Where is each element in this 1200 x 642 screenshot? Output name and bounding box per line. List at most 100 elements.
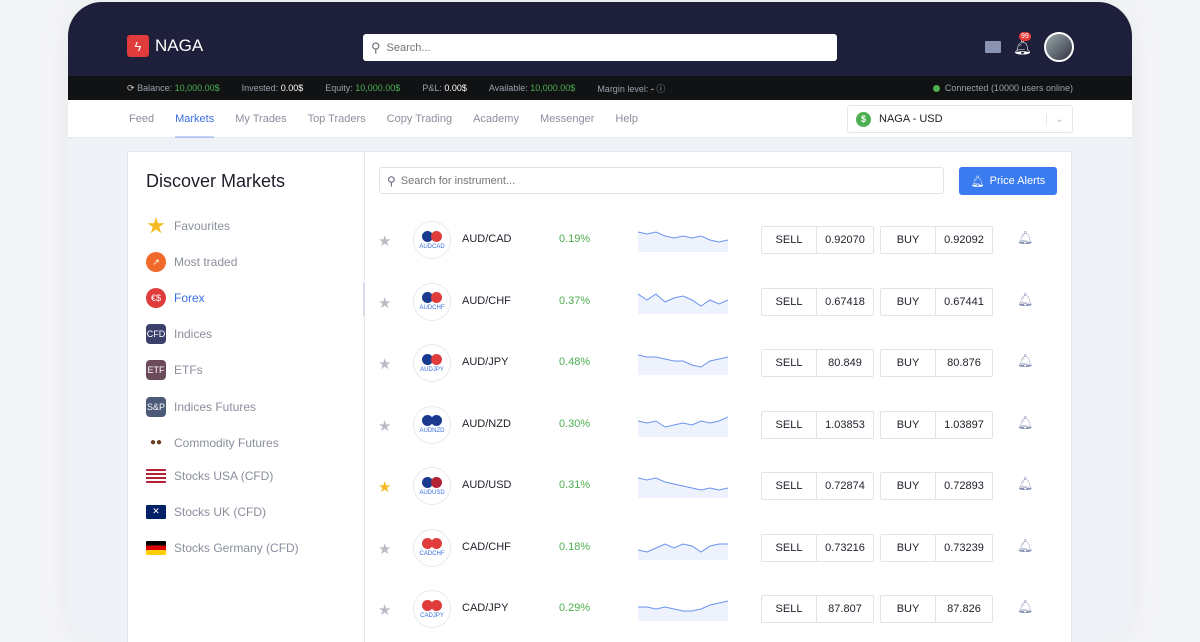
- price-alert-bell-icon[interactable]: 🔔︎: [1017, 353, 1034, 368]
- sell-button[interactable]: SELL 0.92070: [761, 226, 874, 254]
- mail-icon[interactable]: [984, 41, 1001, 53]
- instrument-name[interactable]: CAD/JPY: [462, 602, 509, 614]
- refresh-icon[interactable]: ⟳: [127, 82, 135, 93]
- buy-label: BUY: [881, 411, 936, 438]
- instrument-name[interactable]: AUD/USD: [462, 479, 512, 491]
- sidebar-item-stocks-germany-cfd[interactable]: Stocks Germany (CFD): [146, 540, 299, 555]
- sell-price: 0.73216: [825, 541, 865, 554]
- equity-value: 10,000.00$: [355, 83, 401, 93]
- sidebar-item-label: Most traded: [174, 255, 238, 270]
- sell-button[interactable]: SELL 0.73216: [761, 533, 874, 562]
- price-alert-bell-icon[interactable]: 🔔︎: [1017, 414, 1034, 430]
- instrument-flag-icon: AUDCHF: [413, 282, 451, 321]
- margin-value: -: [650, 83, 654, 94]
- markets-card: Discover Markets ★ Favourites ↗ Most traded…: [127, 151, 1072, 642]
- buy-button[interactable]: BUY 87.826: [880, 595, 993, 623]
- instrument-row[interactable]: ★ AUDJPY AUD/JPY 0.48% SELL 80.849 BUY 80.…: [365, 333, 1072, 394]
- favourite-star-icon[interactable]: ★: [378, 356, 392, 373]
- instrument-name[interactable]: AUD/JPY: [462, 356, 509, 368]
- instrument-row[interactable]: ★ CADCHF CAD/CHF 0.18% SELL 0.73216 BUY 0.…: [365, 518, 1072, 579]
- favourite-star-icon[interactable]: ★: [378, 479, 392, 496]
- connection-status: Connected (10000 users online): [944, 83, 1073, 93]
- buy-label: BUY: [881, 534, 936, 561]
- buy-label: BUY: [881, 596, 936, 622]
- sell-button[interactable]: SELL 0.67418: [761, 287, 874, 316]
- nav-tab-my-trades[interactable]: My Trades: [235, 112, 287, 125]
- sparkline-area: [638, 293, 728, 314]
- instrument-code: AUDCAD: [419, 243, 445, 250]
- sidebar-item-most-traded[interactable]: ↗ Most traded: [146, 252, 238, 273]
- favourite-star-icon[interactable]: ★: [378, 294, 392, 312]
- sidebar-item-etfs[interactable]: ETF ETFs: [146, 360, 203, 381]
- nav-tab-top-traders[interactable]: Top Traders: [307, 112, 366, 125]
- invested-label: Invested:: [241, 83, 279, 93]
- nav-tab-help[interactable]: Help: [615, 112, 638, 125]
- instrument-name[interactable]: AUD/NZD: [462, 417, 511, 430]
- price-alert-bell-icon[interactable]: 🔔︎: [1017, 476, 1034, 491]
- avatar[interactable]: [1044, 32, 1074, 62]
- sell-price: 0.92070: [825, 234, 865, 246]
- buy-button[interactable]: BUY 0.73239: [880, 533, 993, 562]
- sell-button[interactable]: SELL 80.849: [761, 349, 874, 377]
- search-icon: ⚲: [371, 39, 381, 55]
- price-alert-bell-icon[interactable]: 🔔︎: [1017, 230, 1034, 245]
- global-search[interactable]: ⚲: [363, 34, 837, 61]
- nav-tab-markets[interactable]: Markets: [175, 100, 215, 138]
- instrument-search-input[interactable]: [400, 174, 943, 187]
- buy-label: BUY: [881, 227, 936, 253]
- instrument-row[interactable]: ★ AUDCAD AUD/CAD 0.19% SELL 0.92070 BUY 0.…: [365, 210, 1072, 271]
- favourite-star-icon[interactable]: ★: [378, 417, 392, 435]
- sparkline-chart: [638, 542, 728, 560]
- sidebar-item-indices-futures[interactable]: S&P Indices Futures: [146, 396, 256, 417]
- nav-tab-feed[interactable]: Feed: [129, 112, 155, 125]
- sidebar-item-forex[interactable]: €$ Forex: [146, 288, 205, 309]
- nav-tab-copy-trading[interactable]: Copy Trading: [386, 112, 453, 125]
- logo[interactable]: ϟ NAGA: [127, 35, 203, 57]
- sidebar-item-commodity-futures[interactable]: ●● Commodity Futures: [146, 433, 279, 453]
- chevron-down-icon[interactable]: ⌄: [1046, 113, 1072, 125]
- buy-button[interactable]: BUY 0.72893: [880, 472, 993, 500]
- buy-button[interactable]: BUY 0.92092: [880, 226, 993, 254]
- favourite-star-icon[interactable]: ★: [378, 233, 392, 250]
- info-icon[interactable]: ⓘ: [656, 83, 666, 94]
- nav-tab-messenger[interactable]: Messenger: [539, 112, 595, 125]
- instrument-flag-icon: CADCHF: [413, 528, 451, 567]
- instrument-name[interactable]: AUD/CHF: [462, 294, 511, 307]
- sell-button[interactable]: SELL 87.807: [761, 595, 874, 623]
- favourite-star-icon[interactable]: ★: [378, 540, 392, 558]
- sidebar-item-label: Indices: [174, 327, 213, 342]
- sparkline-area: [638, 478, 728, 498]
- sidebar-item-favourites[interactable]: ★ Favourites: [146, 213, 230, 238]
- markets-sidebar: Discover Markets ★ Favourites ↗ Most traded…: [128, 152, 365, 642]
- buy-button[interactable]: BUY 0.67441: [880, 287, 993, 316]
- instrument-name[interactable]: AUD/CAD: [462, 233, 512, 245]
- favourite-star-icon[interactable]: ★: [378, 602, 392, 619]
- sell-label: SELL: [762, 288, 817, 315]
- instrument-row[interactable]: ★ CADJPY CAD/JPY 0.29% SELL 87.807 BUY 87.…: [365, 579, 1072, 640]
- buy-button[interactable]: BUY 80.876: [880, 349, 993, 377]
- instrument-name[interactable]: CAD/CHF: [462, 540, 511, 553]
- sidebar-item-indices[interactable]: CFD Indices: [146, 324, 213, 345]
- sell-button[interactable]: SELL 0.72874: [761, 472, 874, 500]
- price-alert-bell-icon[interactable]: 🔔︎: [1017, 291, 1034, 307]
- bell-icon[interactable]: 🔔︎ 99: [1012, 32, 1032, 56]
- price-alert-bell-icon[interactable]: 🔔︎: [1017, 599, 1034, 614]
- buy-button[interactable]: BUY 1.03897: [880, 410, 993, 439]
- sparkline-line: [638, 231, 728, 243]
- sidebar-item-stocks-uk-cfd[interactable]: ✕ Stocks UK (CFD): [146, 504, 266, 519]
- instrument-row[interactable]: ★ AUDUSD AUD/USD 0.31% SELL 0.72874 BUY 0.…: [365, 456, 1072, 517]
- instrument-search[interactable]: ⚲: [379, 167, 944, 194]
- search-input[interactable]: [386, 41, 837, 54]
- instrument-flag-icon: AUDUSD: [413, 467, 451, 505]
- buy-price: 0.67441: [944, 295, 984, 308]
- sell-label: SELL: [762, 411, 817, 438]
- account-selector[interactable]: $ NAGA - USD ⌄: [847, 105, 1073, 133]
- instrument-row[interactable]: ★ AUDNZD AUD/NZD 0.30% SELL 1.03853 BUY 1.…: [365, 395, 1072, 456]
- price-alert-bell-icon[interactable]: 🔔︎: [1017, 537, 1034, 553]
- sidebar-item-stocks-usa-cfd[interactable]: Stocks USA (CFD): [146, 468, 273, 483]
- buy-price: 87.826: [947, 603, 981, 615]
- instrument-row[interactable]: ★ AUDCHF AUD/CHF 0.37% SELL 0.67418 BUY 0.…: [365, 272, 1072, 333]
- price-alerts-button[interactable]: 🔔︎ Price Alerts: [959, 167, 1057, 195]
- nav-tab-academy[interactable]: Academy: [473, 112, 519, 125]
- sell-button[interactable]: SELL 1.03853: [761, 410, 874, 439]
